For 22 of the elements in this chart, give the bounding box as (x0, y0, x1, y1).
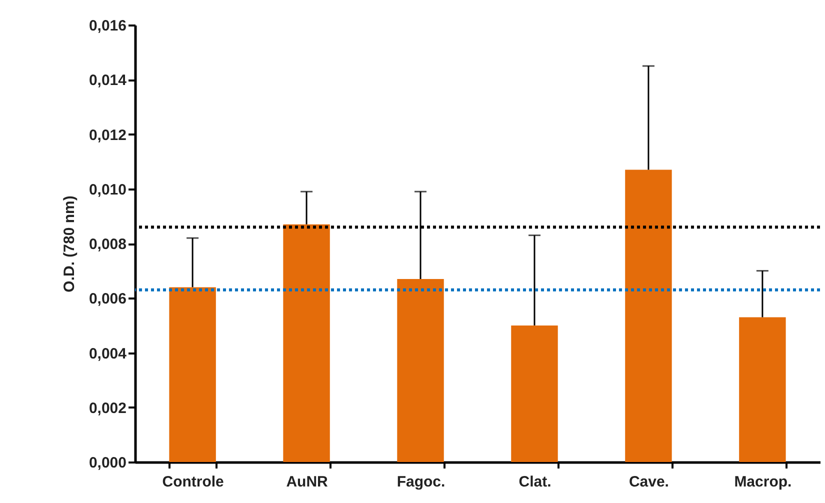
y-tick-label: 0,010 (88, 181, 126, 198)
y-tick-label: 0,014 (88, 72, 128, 90)
y-tick-label: 0,004 (88, 345, 128, 362)
y-tick-label: 0,000 (88, 454, 126, 472)
y-tick-label: 0,006 (88, 290, 126, 308)
x-tick-label: Cave. (628, 474, 669, 490)
bar (397, 279, 444, 462)
bar (283, 224, 330, 462)
x-tick-label: AuNR (286, 474, 328, 490)
x-tick-label: Fagoc. (396, 474, 446, 490)
y-tick-label: 0,002 (88, 400, 126, 417)
bar (625, 170, 672, 462)
x-tick-label: Controle (162, 474, 224, 490)
x-tick-label: Macrop. (734, 474, 792, 490)
bar (511, 325, 558, 462)
bar (739, 317, 786, 462)
y-axis-title: O.D. (780 nm) (60, 196, 78, 292)
y-tick-label: 0,008 (88, 236, 126, 253)
bar (169, 287, 216, 462)
y-tick-label: 0,012 (88, 126, 126, 144)
x-tick-label: Clat. (518, 474, 552, 490)
y-tick-label: 0,016 (88, 18, 126, 34)
